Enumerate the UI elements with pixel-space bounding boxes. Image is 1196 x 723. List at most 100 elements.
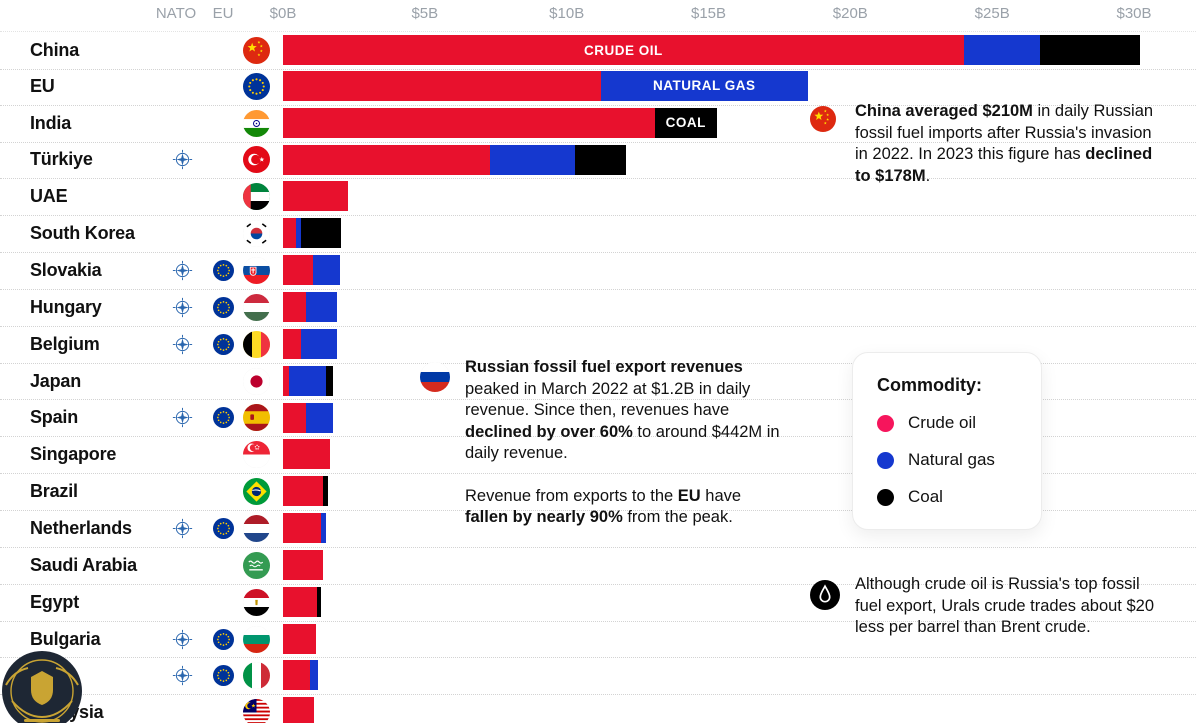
china-flag-icon [810,106,836,132]
spain-flag-icon [243,404,270,432]
chart-row-brazil: Brazil [0,473,1196,512]
bar-track [283,291,337,322]
eu-member-slot [206,621,240,658]
country-label: Japan [30,370,82,391]
slovakia-flag-icon [243,257,270,285]
bar-track [283,476,329,507]
bar-segment-crude [283,660,310,691]
chart-row-uae: UAE [0,178,1196,217]
country-flag-slot [243,363,270,400]
legend-color-dot [877,451,894,469]
nato-member-icon [164,621,200,658]
eu-member-slot [206,400,240,437]
x-axis-tick: $15B [690,5,727,22]
uae-flag-icon [243,183,270,211]
legend-title: Commodity: [877,375,982,395]
x-axis-tick: $30B [1116,5,1152,22]
country-flag-slot [243,178,270,215]
eu-member-icon [212,333,234,355]
bar-segment-crude [283,697,315,723]
turkiye-flag-icon [243,146,270,174]
country-label: Egypt [30,591,80,612]
chart-row-netherlands: Netherlands [0,510,1196,548]
legend-color-dot [877,488,894,506]
chart-row-china: China CRUDE OIL [0,31,1196,70]
bar-segment-gas [312,255,340,286]
bar-segment-crude [283,623,316,654]
chart-row-india: India COAL [0,105,1196,143]
country-label: Türkiye [30,149,93,170]
legend-item: Coal [877,487,1017,507]
country-flag-slot [243,289,270,326]
bar-track [283,218,342,249]
bar-segment-gas [321,513,326,544]
nato-member-icon [164,326,200,363]
x-axis-tick: $25B [974,5,1010,22]
annotation-russia-paragraph-2: Revenue from exports to the EU have fall… [465,486,742,527]
bar-track [283,513,326,544]
bar-segment-crude [283,107,655,138]
country-label: Bulgaria [30,628,101,649]
bar-segment-gas [288,365,326,396]
chart-row-malaysia: Malaysia [0,694,1196,723]
oil-drop-icon [810,580,840,610]
eu-member-slot [206,657,240,694]
eu-member-icon [212,407,234,429]
bar-segment-coal [317,586,322,617]
bar-segment-crude [283,328,302,359]
country-flag-slot [243,400,270,437]
country-label: Spain [30,407,79,428]
bar-segment-crude: CRUDE OIL [283,35,964,65]
country-flag-slot [243,473,270,510]
legend-items: Crude oil Natural gas Coal [877,413,1017,507]
eu-member-icon [212,517,234,539]
eu-member-slot [206,326,240,363]
bar-segment-coal: COAL [654,107,717,138]
bar-track [283,328,337,359]
country-flag-slot [243,584,270,621]
bar-segment-label: COAL [665,115,706,131]
bar-segment-crude [283,439,330,470]
chart-row-hungary: Hungary [0,289,1196,327]
country-flag-slot [243,657,270,694]
singapore-flag-icon [243,441,270,469]
bar-segment-crude [283,365,289,396]
bar-segment-coal [301,218,342,249]
bar-segment-crude [283,144,491,175]
x-axis-tick: $10B [549,5,585,22]
japan-flag-icon [243,367,270,395]
country-label: EU [30,75,55,96]
chart-row-belgium: Belgium [0,326,1196,364]
eu-member-icon [212,296,234,318]
annotation-china-text: China averaged $210M in daily Russian fo… [855,102,1154,185]
nato-member-icon [164,289,200,326]
chart-row-singapore: Singapore [0,436,1196,475]
x-axis-tick: $5B [411,5,439,22]
south-korea-flag-icon [243,220,270,248]
bar-track [283,660,319,691]
country-label: China [30,39,80,60]
country-flag-slot [243,326,270,363]
bar-segment-crude [283,476,323,507]
bar-segment-crude [283,218,296,249]
bar-segment-crude [283,402,306,433]
bar-segment-gas [301,328,337,359]
annotation-russia-text: Russian fossil fuel export revenues peak… [465,357,782,529]
legend-item-label: Natural gas [908,450,995,469]
bar-track [283,697,315,723]
country-flag-slot [243,547,270,584]
chart-row-japan: Japan [0,363,1196,401]
bar-segment-coal [322,476,329,507]
bar-track: COAL [283,107,717,138]
chart-row-turkiye: Türkiye [0,142,1196,180]
nato-member-icon [164,657,200,694]
bar-segment-crude [283,586,317,617]
india-flag-icon [243,109,270,137]
bar-track: CRUDE OIL [283,35,1140,65]
annotation-oil-text: Although crude oil is Russia's top fossi… [855,575,1155,636]
hungary-flag-icon [243,293,270,321]
malaysia-flag-icon [243,699,270,723]
eu-member-slot [206,252,240,289]
eu-column-header: EU [212,5,234,22]
